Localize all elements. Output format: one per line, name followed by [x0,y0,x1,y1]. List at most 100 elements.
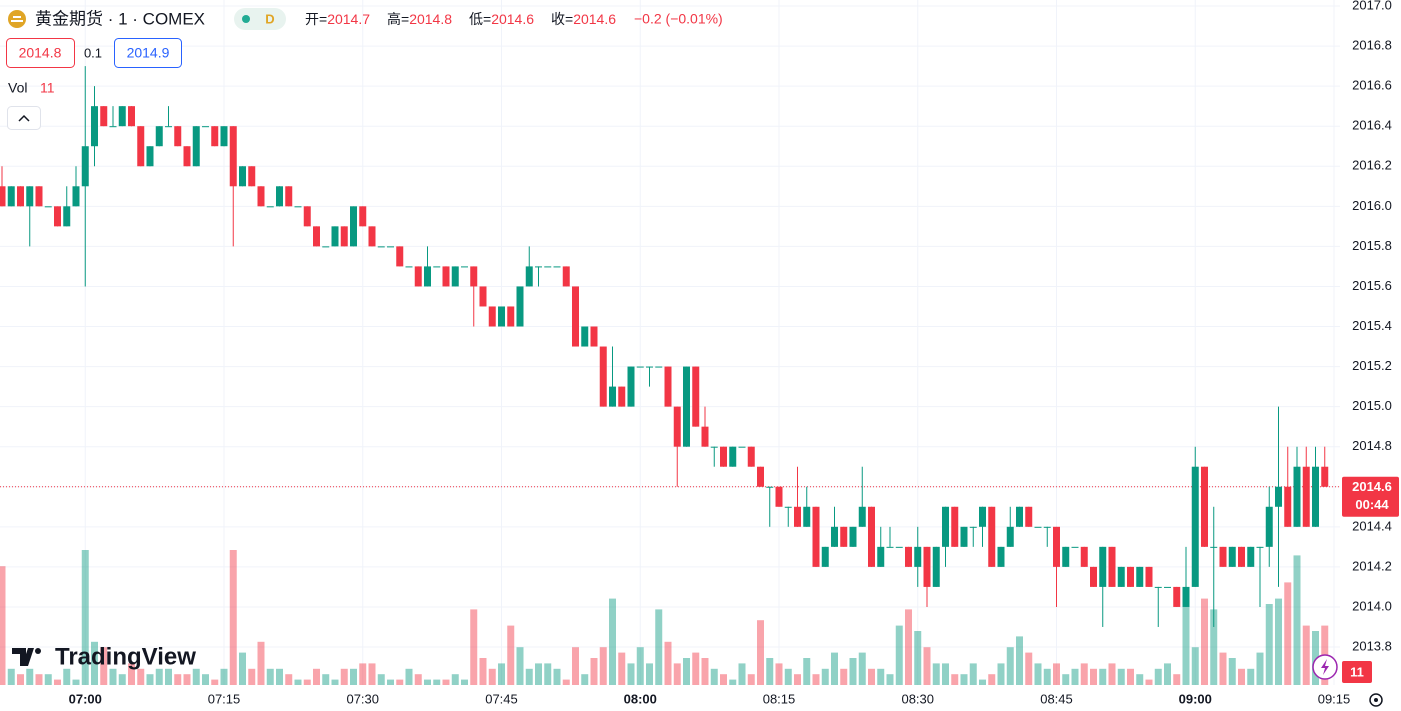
volume-bar [461,679,468,685]
volume-bar [849,658,857,685]
volume-bar [0,566,6,685]
sell-button[interactable] [6,38,75,68]
collapse-button[interactable] [7,106,41,130]
candle-body [1127,566,1134,587]
candle-body [285,186,293,207]
candle-body [738,446,746,448]
volume-bar [451,674,459,685]
candle-body [387,246,394,248]
candle-body [1016,506,1023,527]
candle-body [1293,466,1301,527]
candle-body [636,366,644,368]
volume-bar [701,658,709,685]
volume-bar [757,620,764,685]
candle-body [997,546,1005,567]
volume-bar [1025,652,1033,685]
candle-body [784,506,792,508]
candle-body [710,446,718,448]
candle-body [1006,526,1014,547]
candle-body [720,446,727,467]
candle-body [812,506,820,567]
volume-bar [609,598,616,685]
volume-bar [692,652,700,685]
candle-body [266,206,274,208]
candle-body [1210,546,1218,548]
volume-bar [581,674,589,685]
volume-bar [1219,652,1227,685]
volume-bar [1145,679,1153,685]
candle-body [1090,566,1097,587]
candle-body [821,546,829,567]
volume-bar [969,663,977,685]
candle-body [331,226,339,247]
sell-price[interactable]: 2014.8 [19,45,62,61]
candle-body [1062,546,1070,567]
volume-bar [1228,658,1236,685]
x-tick-label: 07:00 [69,691,102,706]
volume-bar [895,625,903,685]
settings-button[interactable] [1369,693,1383,707]
status-badge [234,8,286,30]
volume-bar [220,668,228,685]
candle-body [562,266,570,287]
x-tick-label: 08:15 [763,691,796,706]
volume-bar [1302,625,1310,685]
volume-bar [91,641,98,685]
candle-body [26,186,34,207]
volume-bar [775,663,783,685]
volume-bar [914,631,922,685]
y-tick-label: 2016.6 [1352,78,1392,93]
volume-bar [340,668,348,685]
volume-bar [155,668,163,685]
volume-bar [544,663,552,685]
candle-body [544,266,552,268]
volume-bar [17,674,24,685]
y-tick-label: 2015.8 [1352,238,1392,253]
candle-body [895,546,903,548]
volume-bar [1006,647,1014,685]
volume-bar [285,674,293,685]
candle-body [747,446,755,467]
buy-button[interactable] [114,38,182,68]
volume-bar [118,674,126,685]
volume-bar [831,652,838,685]
candle-body [979,506,986,527]
candle-body [174,126,182,147]
volume-bar [562,679,570,685]
candle-body [775,486,783,507]
legend-label: 低= [469,11,491,27]
volume-bar [1265,604,1273,685]
candle-body [692,366,700,427]
volume-bar [1154,668,1162,685]
candle-body [877,546,885,567]
candle-body [1228,546,1236,567]
volume-bar [479,658,487,685]
candle-body [729,446,737,467]
x-tick-label: 07:15 [208,691,241,706]
candle-body [1312,466,1319,527]
candle-body [183,146,191,167]
grid [0,0,1340,685]
legend-value: 2014.6 [573,11,616,27]
candle-body [72,186,80,207]
volume-bar [1090,668,1097,685]
candle-body [137,126,145,167]
volume-bar [498,663,505,685]
candle-body [599,346,607,407]
volume-bar [396,679,404,685]
candle-body [923,546,931,587]
buy-price[interactable]: 2014.9 [127,45,170,61]
countdown: 00:44 [1355,497,1389,512]
x-tick-label: 08:45 [1040,691,1073,706]
candle-body [146,146,154,167]
volume-bar [174,674,182,685]
x-tick-label: 09:00 [1179,691,1212,706]
volume-bar [1284,582,1292,685]
volume-bar [646,663,653,685]
candle-body [1173,586,1181,607]
watermark-text: TradingView [55,643,196,670]
candle-body [303,206,311,227]
volume-bar [886,674,894,685]
volume-bar [553,668,561,685]
